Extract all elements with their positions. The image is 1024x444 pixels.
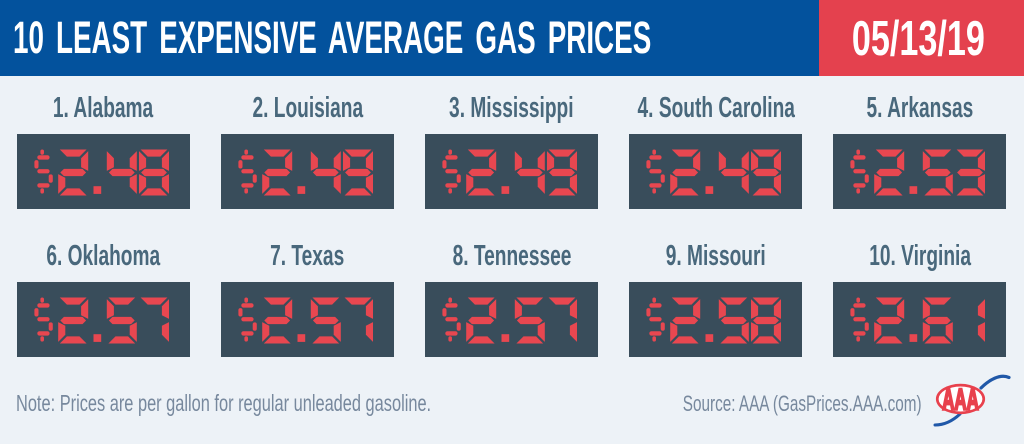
svg-text:AAA: AAA — [942, 383, 979, 416]
